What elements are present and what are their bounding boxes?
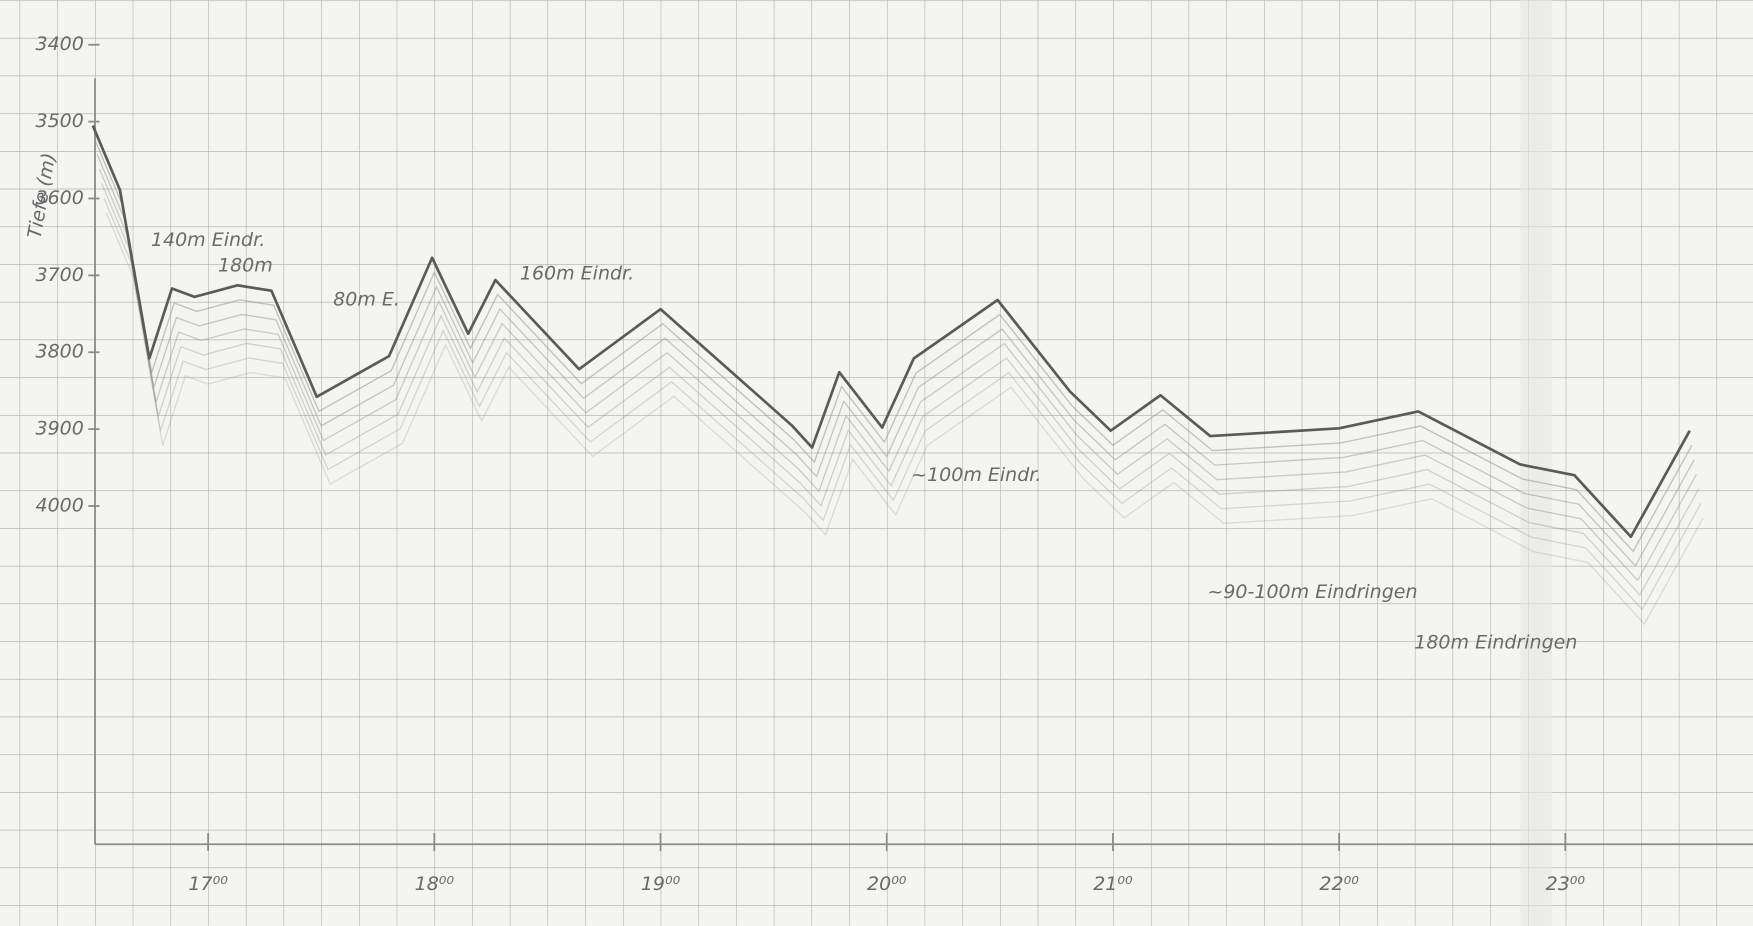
x-tick-label: 17⁰⁰ <box>188 873 228 895</box>
y-tick-label: 4000 <box>35 494 83 516</box>
y-tick-label: 3700 <box>35 264 83 286</box>
annotation: 140m Eindr. <box>151 229 265 251</box>
x-tick-label: 22⁰⁰ <box>1319 873 1359 895</box>
x-tick-label: 20⁰⁰ <box>867 873 907 895</box>
annotation: 80m E. <box>333 288 400 310</box>
x-tick-label: 23⁰⁰ <box>1546 873 1586 895</box>
annotation: 160m Eindr. <box>520 263 634 285</box>
y-tick-label: 3800 <box>35 341 83 363</box>
page-fold <box>1520 0 1552 926</box>
reflector-layer <box>98 168 1698 582</box>
reflector-layer <box>103 197 1702 611</box>
y-tick-label: 3600 <box>35 187 83 209</box>
reflector-layer <box>94 139 1693 553</box>
annotation: ~90-100m Eindringen <box>1207 581 1417 603</box>
x-tick-label: 19⁰⁰ <box>641 873 681 895</box>
reflector-layer <box>101 183 1700 597</box>
y-tick-label: 3400 <box>35 33 83 55</box>
annotation: 180m <box>218 255 273 277</box>
annotation: ~100m Eindr. <box>911 464 1041 486</box>
depth-profile <box>91 124 1691 539</box>
reflector-layer <box>105 212 1704 626</box>
y-tick-label: 3500 <box>35 110 83 132</box>
annotation: 180m Eindringen <box>1414 631 1577 653</box>
y-tick-label: 3900 <box>35 418 83 440</box>
reflector-layer <box>96 154 1695 567</box>
x-tick-label: 18⁰⁰ <box>415 873 455 895</box>
x-tick-label: 21⁰⁰ <box>1093 873 1133 895</box>
